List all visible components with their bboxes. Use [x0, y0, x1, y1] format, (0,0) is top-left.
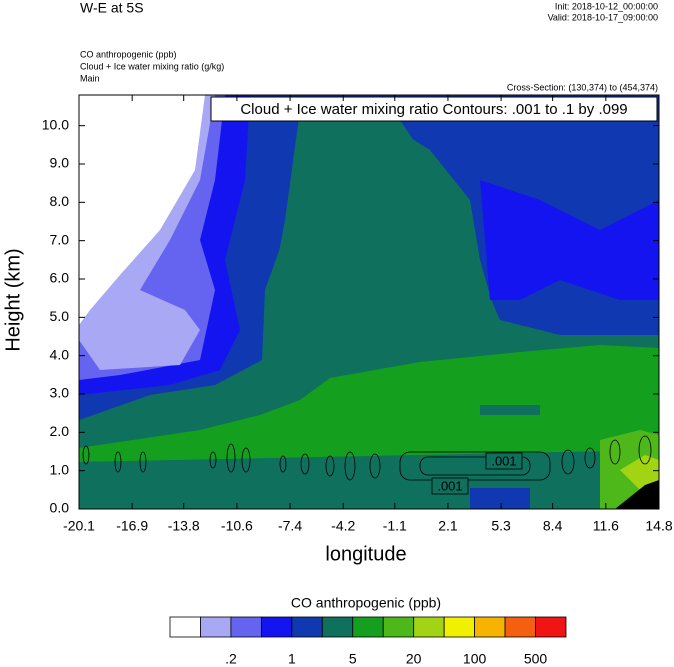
- colorbar-box: [474, 616, 506, 638]
- y-tick-label: 5.0: [50, 308, 70, 324]
- fill-green: [79, 345, 659, 462]
- title: W-E at 5S: [80, 0, 144, 16]
- colorbar-label: 20: [406, 651, 422, 667]
- y-tick-label: 6.0: [50, 270, 70, 286]
- y-tick-label: 10.0: [42, 116, 69, 132]
- plot-frame: [78, 94, 660, 510]
- contour-label-box: [431, 477, 469, 495]
- x-tick-label: 8.4: [543, 518, 563, 534]
- x-axis-label: longitude: [325, 543, 406, 565]
- colorbar-box: [321, 616, 354, 638]
- field-name: Cloud + Ice water mixing ratio (g/kg): [80, 61, 224, 71]
- fill-teal: [480, 405, 540, 415]
- colorbar-box: [382, 616, 415, 638]
- y-axis-label: Height (km): [2, 248, 24, 351]
- x-tick-label: -13.8: [168, 518, 200, 534]
- colorbar-box: [260, 616, 293, 638]
- contour-field: .001 .001: [79, 95, 659, 509]
- fill-dark-blue: [470, 488, 530, 509]
- x-tick-label: 2.1: [438, 518, 458, 534]
- colorbar-label: 100: [463, 651, 487, 667]
- contour-label: .001: [437, 478, 462, 493]
- fill-yellow-green: [620, 455, 659, 490]
- fill-white: [79, 95, 205, 325]
- y-tick-label: 9.0: [50, 155, 70, 171]
- y-tick-label: 2.0: [50, 423, 70, 439]
- colorbar-box: [413, 616, 445, 638]
- y-tick-label: 4.0: [50, 346, 70, 362]
- y-tick-label: 1.0: [50, 461, 70, 477]
- colorbar-box: [169, 616, 201, 638]
- x-tick-label: 5.3: [491, 518, 511, 534]
- colorbar-label: 5: [349, 651, 357, 667]
- colorbar-box: [443, 616, 476, 638]
- fill-blue: [480, 180, 659, 300]
- field-name: CO anthropogenic (ppb): [80, 49, 177, 59]
- x-tick-label: -20.1: [63, 518, 95, 534]
- contour-label-box: [485, 452, 523, 470]
- contour-lines: [82, 435, 652, 481]
- colorbar-box: [352, 616, 384, 638]
- fill-teal: [79, 452, 600, 509]
- y-tick-label: 0.0: [50, 500, 70, 516]
- cross-section: Cross-Section: (130,374) to (454,374): [507, 82, 658, 92]
- x-tick-label: -4.2: [331, 518, 355, 534]
- field-name: Main: [80, 73, 100, 83]
- colorbar-box: [291, 616, 323, 638]
- colorbar-title: CO anthropogenic (ppb): [291, 595, 441, 611]
- colorbar-box: [200, 616, 232, 638]
- init-time: Init: 2018-10-12_00:00:00: [555, 1, 658, 11]
- y-tick-label: 3.0: [50, 385, 70, 401]
- colorbar-label: 1: [288, 651, 296, 667]
- contour-title-box: [210, 96, 658, 122]
- contour-title: Cloud + Ice water mixing ratio Contours:…: [240, 101, 627, 118]
- contour-label: .001: [491, 453, 516, 468]
- y-tick-label: 8.0: [50, 193, 70, 209]
- y-tick-label: 7.0: [50, 231, 70, 247]
- x-tick-label: 14.8: [645, 518, 672, 534]
- colorbar-box: [230, 616, 262, 638]
- colorbar-label: 500: [524, 651, 548, 667]
- x-tick-label: -7.4: [278, 518, 302, 534]
- colorbar-label: .2: [225, 651, 237, 667]
- x-tick-label: -10.6: [221, 518, 253, 534]
- terrain: [615, 480, 659, 509]
- fill-teal: [270, 110, 500, 335]
- x-tick-label: -16.9: [116, 518, 148, 534]
- colorbar-box: [504, 616, 536, 638]
- colorbar-box: [535, 616, 567, 638]
- x-tick-label: -1.1: [383, 518, 407, 534]
- x-tick-label: 11.6: [593, 518, 619, 534]
- valid-time: Valid: 2018-10-17_09:00:00: [548, 12, 658, 22]
